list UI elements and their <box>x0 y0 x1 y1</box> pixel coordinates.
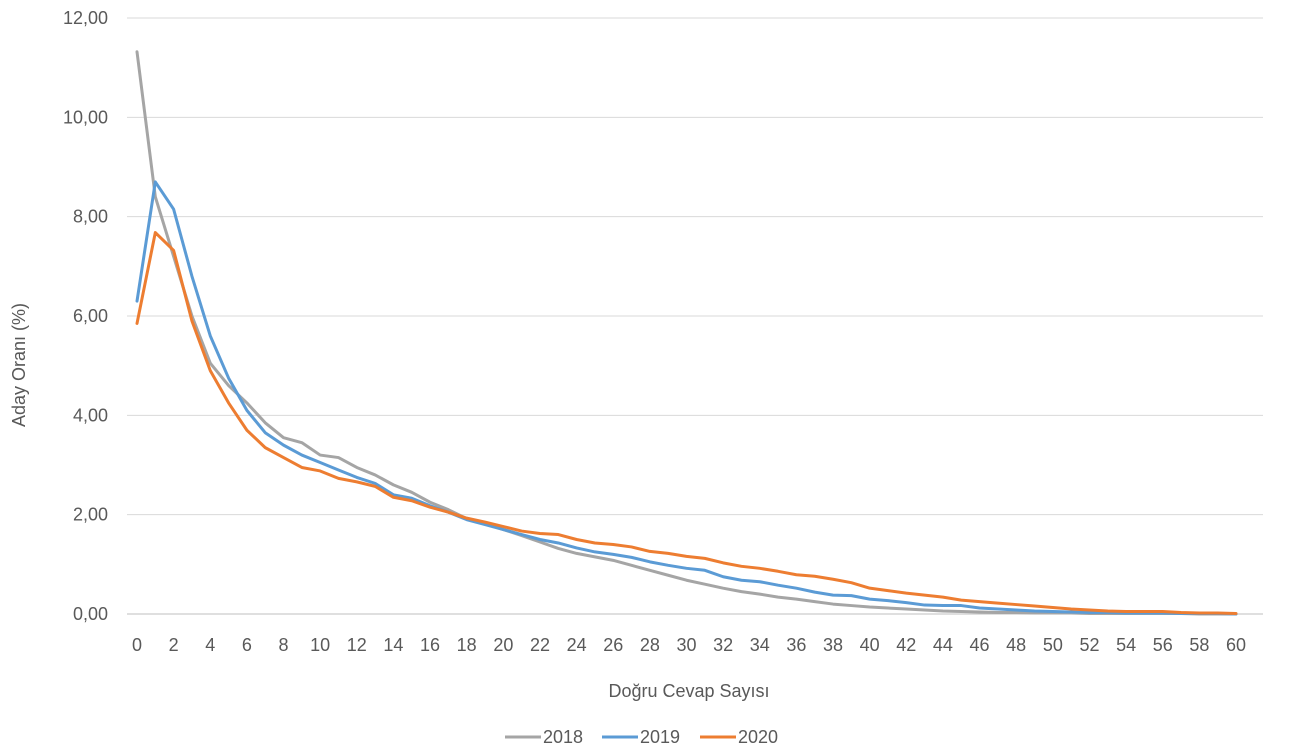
x-tick-label: 2 <box>169 635 179 655</box>
x-tick-label: 16 <box>420 635 440 655</box>
legend-label: 2019 <box>640 727 680 747</box>
series-line-2020 <box>135 231 1238 615</box>
x-tick-label: 40 <box>860 635 880 655</box>
x-tick-label: 4 <box>205 635 215 655</box>
y-tick-label: 8,00 <box>73 207 108 227</box>
x-tick-label: 20 <box>493 635 513 655</box>
x-tick-label: 44 <box>933 635 953 655</box>
x-tick-label: 56 <box>1153 635 1173 655</box>
x-tick-label: 34 <box>750 635 770 655</box>
series-lines <box>135 50 1238 616</box>
x-tick-label: 0 <box>132 635 142 655</box>
x-tick-label: 18 <box>457 635 477 655</box>
y-tick-label: 0,00 <box>73 604 108 624</box>
gridlines <box>127 17 1263 615</box>
y-axis-ticks: 0,00 2,00 4,00 6,00 8,00 10,00 12,00 <box>63 8 108 624</box>
x-tick-label: 28 <box>640 635 660 655</box>
x-tick-label: 60 <box>1226 635 1246 655</box>
x-tick-label: 32 <box>713 635 733 655</box>
x-tick-label: 24 <box>567 635 587 655</box>
x-tick-label: 58 <box>1189 635 1209 655</box>
x-tick-label: 8 <box>279 635 289 655</box>
x-tick-label: 38 <box>823 635 843 655</box>
y-tick-label: 10,00 <box>63 107 108 127</box>
x-tick-label: 30 <box>676 635 696 655</box>
x-tick-label: 42 <box>896 635 916 655</box>
x-tick-label: 22 <box>530 635 550 655</box>
x-tick-label: 10 <box>310 635 330 655</box>
x-axis-ticks: 0 2 4 6 8 10 12 14 16 18 20 22 24 26 28 30 32 34 36 38 40 42 4… <box>132 635 1246 655</box>
legend: 2018 2019 2020 <box>505 727 778 747</box>
y-axis-title: Aday Oranı (%) <box>9 303 29 427</box>
x-tick-label: 12 <box>347 635 367 655</box>
y-tick-label: 4,00 <box>73 405 108 425</box>
legend-label: 2018 <box>543 727 583 747</box>
y-tick-label: 12,00 <box>63 8 108 28</box>
series-line-2018 <box>135 50 1238 616</box>
x-tick-label: 6 <box>242 635 252 655</box>
x-tick-label: 48 <box>1006 635 1026 655</box>
x-axis-title: Doğru Cevap Sayısı <box>608 681 769 701</box>
series-line-2019 <box>135 180 1238 616</box>
x-tick-label: 50 <box>1043 635 1063 655</box>
x-tick-label: 26 <box>603 635 623 655</box>
x-tick-label: 14 <box>383 635 403 655</box>
x-tick-label: 36 <box>786 635 806 655</box>
y-tick-label: 2,00 <box>73 505 108 525</box>
y-tick-label: 6,00 <box>73 306 108 326</box>
legend-label: 2020 <box>738 727 778 747</box>
x-tick-label: 52 <box>1079 635 1099 655</box>
x-tick-label: 54 <box>1116 635 1136 655</box>
x-tick-label: 46 <box>970 635 990 655</box>
